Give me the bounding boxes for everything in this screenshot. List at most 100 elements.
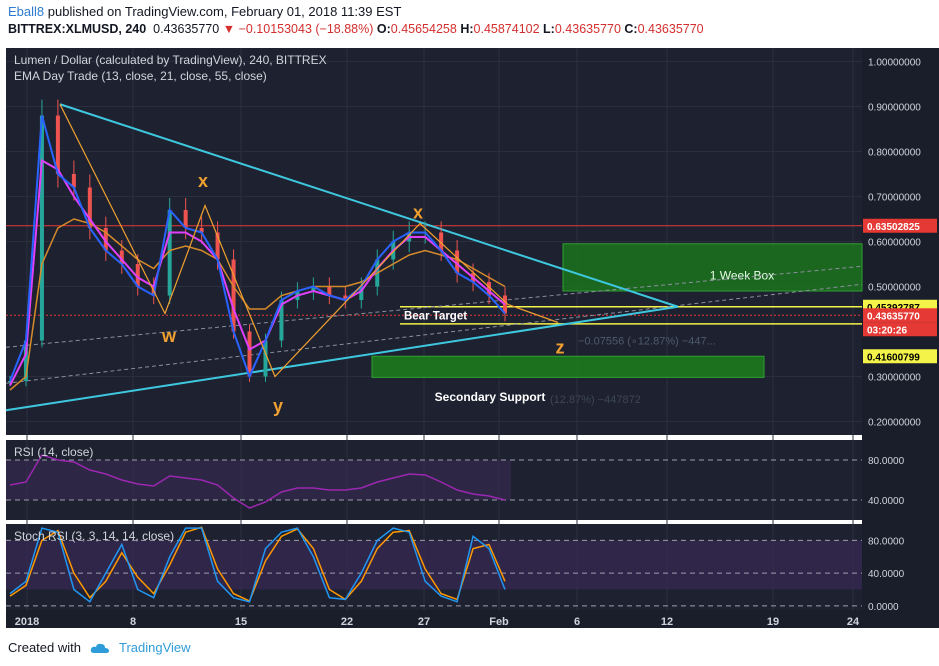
stoch-tick: 0.0000 [868,602,899,613]
x-tick-label: 2018 [15,616,39,628]
x-tick-label: 12 [661,616,673,628]
price-tag: 0.63502825 [867,222,920,233]
time-axis-bg [6,610,939,628]
x-tick-label: 8 [130,616,136,628]
candle-body [263,340,268,377]
price-change: −0.10153043 (−18.88%) [238,22,374,36]
last-price: 0.43635770 [153,22,220,36]
candle-body [311,286,316,291]
candle-body [439,232,444,251]
candle-body [215,232,220,260]
secondary-support-label: Secondary Support [435,390,546,404]
y-tick-label: 0.50000000 [868,283,921,294]
candle-body [327,286,332,296]
candle-body [247,331,252,377]
symbol-label: BITTREX:XLMUSD, 240 [8,22,147,36]
candle-body [231,259,236,332]
tradingview-cloud-icon [90,643,109,653]
rsi-tick: 40.0000 [868,496,905,507]
price-tag: 0.41600799 [867,352,920,363]
candle-body [8,381,12,382]
projection-line-1 [5,283,863,384]
projection-line-2 [5,265,863,348]
one-week-box [562,243,863,292]
wave-label-x: x [198,171,208,191]
indicator-title: EMA Day Trade (13, close, 21, close, 55,… [14,69,267,83]
created-with-text: Created with [8,640,81,655]
rsi-band [6,460,511,500]
candle-body [87,187,92,228]
open-label: O: [376,22,391,36]
wave-label-z: z [556,337,565,357]
price-tag-bg [863,349,937,364]
x-tick-label: 15 [235,616,247,628]
author-name[interactable]: Eball8 [8,4,45,19]
lower-trendline [5,305,679,412]
stoch-title: Stoch RSI (3, 3, 14, 14, close) [14,529,174,543]
x-tick-label: 19 [767,616,779,628]
price-tag-bg [863,218,937,233]
ema13-line [9,115,506,382]
x-tick-label: 27 [418,616,430,628]
candle-body [183,210,188,228]
price-tag: 03:20:26 [867,325,907,336]
candle-body [135,264,140,287]
y-tick-label: 1.00000000 [868,58,921,69]
y-tick-label: 0.30000000 [868,373,921,384]
measure-text-1: −0.07556 (∘12.87%) −447... [578,336,716,348]
x-tick-label: 22 [341,616,353,628]
low-value: 0.43635770 [554,22,621,36]
y-tick-label: 0.60000000 [868,238,921,249]
stoch-d-line [9,526,506,603]
price-tag: 0.45392787 [867,303,920,314]
rsi-line [9,454,506,509]
wave-label-y: y [273,396,283,416]
stoch-k-line [9,527,506,603]
wave-label-w: w [161,326,177,346]
upper-trendline [59,103,679,308]
x-tick-label: Feb [489,616,509,628]
wave-label-x: x [413,202,423,222]
rsi-tick: 80.0000 [868,456,905,467]
candle-body [23,340,28,381]
y-tick-label: 0.90000000 [868,103,921,114]
price-tag: 0.43635770 [867,311,920,322]
published-line: Eball8 published on TradingView.com, Feb… [8,4,401,19]
wave-path [59,104,559,378]
measure-text-2: (12.87%) −447872 [550,394,641,406]
x-tick-label: 24 [847,616,860,628]
high-label: H: [460,22,474,36]
candle-body [39,115,44,341]
price-tag-bg [863,322,937,337]
tradingview-link[interactable]: TradingView [118,640,191,655]
close-value: 0.43635770 [637,22,704,36]
down-arrow-icon: ▼ [222,22,236,36]
y-tick-label: 0.70000000 [868,193,921,204]
secondary-support-box [371,355,765,378]
rsi-title: RSI (14, close) [14,445,93,459]
bear-target-label: Bear Target [404,310,467,322]
main-title: Lumen / Dollar (calculated by TradingVie… [14,53,327,67]
ema55-line [9,218,506,391]
candle-body [359,286,364,300]
candle-body [167,210,172,296]
candle-body [71,174,76,188]
candle-body [279,300,284,341]
high-value: 0.45874102 [473,22,540,36]
stoch-tick: 80.0000 [868,536,905,547]
candle-body [55,115,60,174]
candle-body [119,250,124,264]
symbol-line: BITTREX:XLMUSD, 240 0.43635770 ▼ −0.1015… [8,22,704,36]
candle-body [343,295,348,300]
chart-area[interactable]: 2018 8 15 22 27 Feb 6 12 19 24 1.00000000 0.9000000… [0,40,939,635]
low-label: L: [543,22,555,36]
open-value: 0.45654258 [390,22,457,36]
close-label: C: [624,22,638,36]
stoch-tick: 40.0000 [868,569,905,580]
candle-body [455,250,460,273]
footer: Created with TradingView [8,640,191,655]
x-tick-label: 6 [574,616,580,628]
candle-body [199,228,204,233]
published-text: published on TradingView.com, February 0… [47,4,402,19]
price-tag-bg [863,308,937,323]
